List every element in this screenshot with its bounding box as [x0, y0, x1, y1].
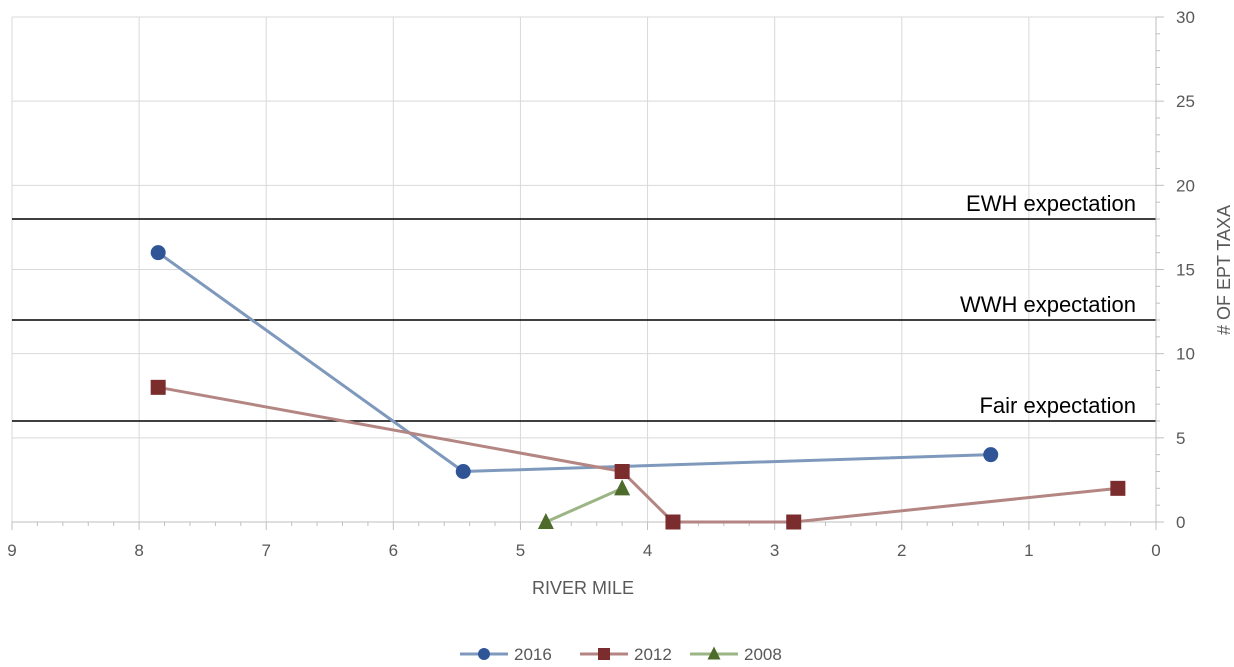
x-tick-label: 8: [134, 541, 143, 560]
y-tick-label: 20: [1176, 176, 1195, 195]
data-point: [537, 513, 554, 529]
y-tick-label: 10: [1176, 345, 1195, 364]
reference-line-label: Fair expectation: [979, 393, 1136, 418]
legend: 2016 2012 2008: [460, 645, 782, 664]
x-tick-label: 5: [516, 541, 525, 560]
data-point: [455, 464, 471, 479]
x-tick-label: 3: [770, 541, 779, 560]
data-series: [150, 245, 1126, 530]
y-tick-label: 15: [1176, 261, 1195, 280]
reference-lines: EWH expectation WWH expectation Fair expec…: [12, 191, 1156, 422]
x-tick-label: 9: [7, 541, 16, 560]
data-point: [1110, 480, 1126, 496]
y-tick-label: 0: [1176, 513, 1185, 532]
x-tick-label: 2: [897, 541, 906, 560]
y-axis-title: # OF EPT TAXA: [1214, 205, 1234, 335]
data-point: [150, 245, 166, 261]
data-point: [614, 479, 631, 496]
y-tick-label: 5: [1176, 429, 1185, 448]
legend-label: 2008: [744, 645, 782, 664]
legend-marker-2008: [707, 646, 721, 660]
legend-label: 2012: [634, 645, 672, 664]
series-line-2016: [157, 251, 991, 473]
reference-line-label: EWH expectation: [966, 191, 1136, 216]
data-point: [983, 447, 999, 463]
y-tick-label: 30: [1176, 8, 1195, 27]
legend-label: 2016: [514, 645, 552, 664]
x-tick-label: 7: [261, 541, 270, 560]
legend-marker-2012: [598, 648, 610, 660]
data-point: [786, 514, 802, 530]
reference-line-label: WWH expectation: [960, 292, 1136, 317]
series-line-2008: [545, 486, 623, 524]
data-point: [150, 379, 166, 395]
legend-marker-2016: [478, 648, 490, 660]
x-tick-label: 4: [643, 541, 652, 560]
gridlines: [11, 16, 1156, 522]
x-axis-title: RIVER MILE: [532, 578, 634, 598]
data-point: [665, 514, 681, 530]
y-tick-label: 25: [1176, 92, 1195, 111]
data-point: [614, 464, 630, 479]
x-tick-label: 0: [1151, 541, 1160, 560]
x-tick-label: 6: [389, 541, 398, 560]
x-tick-label: 1: [1024, 541, 1033, 560]
